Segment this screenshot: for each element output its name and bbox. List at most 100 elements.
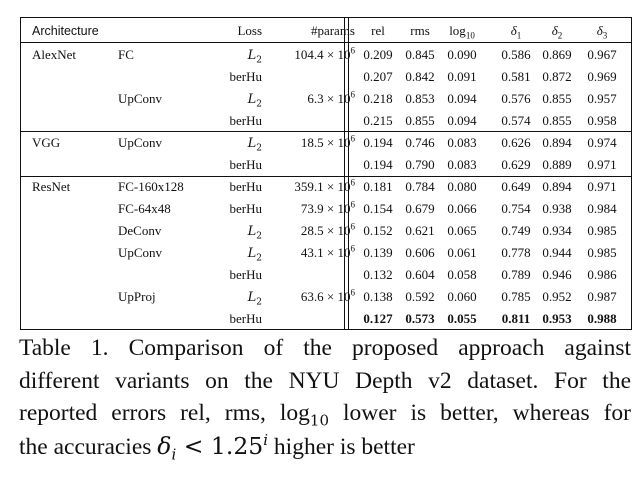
cell-rel: 0.152 — [363, 223, 393, 238]
table-header-row: Architecture Loss #params rel rms log10 … — [21, 20, 631, 42]
cell-loss: berHu — [229, 311, 263, 326]
cell-delta2: 0.952 — [542, 289, 572, 304]
cell-loss: L2 — [247, 224, 262, 242]
cell-log10: 0.094 — [447, 91, 477, 106]
table-row: UpConv L2 6.3 × 106 0.218 0.853 0.094 0.576 0.8… — [21, 88, 631, 110]
cell-log10: 0.060 — [447, 289, 477, 304]
cell-delta2: 0.934 — [542, 223, 572, 238]
cell-loss: L2 — [247, 92, 262, 110]
table-row: UpProj L2 63.6 × 106 0.138 0.592 0.060 0.785 0.… — [21, 286, 631, 308]
cell-log10: 0.083 — [447, 135, 477, 150]
cell-variant: UpConv — [118, 135, 163, 150]
header-rms: rms — [410, 23, 430, 38]
cell-delta3: 0.969 — [587, 69, 617, 84]
cell-params: 43.1 × 106 — [300, 243, 355, 260]
caption-line-1: Table 1. Comparison of the proposed appr… — [19, 335, 631, 361]
cell-delta1: 0.576 — [501, 91, 531, 106]
cell-rms: 0.842 — [405, 69, 435, 84]
column-divider-left — [344, 18, 345, 329]
cell-log10: 0.090 — [447, 47, 477, 62]
cell-delta3: 0.984 — [587, 201, 617, 216]
cell-rms: 0.853 — [405, 91, 435, 106]
cell-delta2: 0.855 — [542, 113, 572, 128]
cell-rms: 0.790 — [405, 157, 435, 172]
cell-delta1: 0.626 — [501, 135, 531, 150]
cell-log10: 0.058 — [447, 267, 477, 282]
cell-params — [249, 154, 355, 176]
cell-rel: 0.127 — [363, 311, 393, 326]
cell-loss: berHu — [229, 113, 263, 128]
cell-variant: UpConv — [118, 245, 163, 260]
cell-rms: 0.855 — [405, 113, 435, 128]
cell-rel: 0.154 — [363, 201, 393, 216]
cell-delta1: 0.754 — [501, 201, 531, 216]
caption-line-4: the accuracies δi < 1.25i higher is bett… — [19, 430, 415, 464]
cell-architecture: ResNet — [32, 179, 71, 194]
cell-delta3: 0.967 — [587, 47, 617, 62]
table-row: ResNet FC-160x128 berHu 359.1 × 106 0.181 0.7… — [21, 176, 631, 198]
cell-log10: 0.061 — [447, 245, 477, 260]
cell-delta2: 0.894 — [542, 179, 572, 194]
cell-delta2: 0.944 — [542, 245, 572, 260]
table-row: VGG UpConv L2 18.5 × 106 0.194 0.746 0.083 0.62… — [21, 132, 631, 154]
cell-rel: 0.181 — [363, 179, 393, 194]
cell-rms: 0.621 — [405, 223, 435, 238]
cell-rel: 0.194 — [363, 135, 393, 150]
cell-delta2: 0.953 — [542, 311, 572, 326]
cell-delta3: 0.957 — [587, 91, 617, 106]
table-row: berHu 0.215 0.855 0.094 0.574 0.855 0.958 — [21, 110, 631, 132]
cell-delta1: 0.574 — [501, 113, 531, 128]
cell-rms: 0.784 — [405, 179, 435, 194]
cell-delta3: 0.958 — [587, 113, 617, 128]
header-loss: Loss — [237, 23, 262, 38]
cell-params — [249, 264, 355, 286]
cell-rms: 0.845 — [405, 47, 435, 62]
cell-delta1: 0.811 — [501, 311, 531, 326]
cell-params — [249, 110, 355, 132]
group-rule-vgg — [21, 176, 631, 177]
cell-delta3: 0.987 — [587, 289, 617, 304]
header-delta1: δ1 — [510, 23, 522, 41]
cell-rms: 0.679 — [405, 201, 435, 216]
cell-loss: berHu — [229, 201, 263, 216]
cell-loss: L2 — [247, 136, 262, 154]
column-divider-right — [348, 18, 349, 329]
cell-delta1: 0.749 — [501, 223, 531, 238]
header-rule — [21, 42, 631, 43]
cell-variant: UpConv — [118, 91, 163, 106]
table-caption: Table 1. Comparison of the proposed appr… — [19, 332, 631, 463]
cell-rel: 0.139 — [363, 245, 393, 260]
cell-params: 6.3 × 106 — [307, 89, 355, 106]
cell-loss: L2 — [247, 48, 262, 66]
cell-log10: 0.094 — [447, 113, 477, 128]
cell-log10: 0.066 — [447, 201, 477, 216]
cell-delta3: 0.988 — [587, 311, 617, 326]
cell-variant: FC — [118, 47, 134, 62]
cell-params: 104.4 × 106 — [294, 45, 355, 62]
cell-params: 18.5 × 106 — [300, 133, 355, 150]
cell-delta2: 0.894 — [542, 135, 572, 150]
cell-loss: berHu — [229, 69, 263, 84]
cell-delta3: 0.985 — [587, 223, 617, 238]
cell-delta2: 0.855 — [542, 91, 572, 106]
cell-delta3: 0.986 — [587, 267, 617, 282]
cell-params — [249, 66, 355, 88]
cell-log10: 0.083 — [447, 157, 477, 172]
header-delta2: δ2 — [551, 23, 563, 41]
cell-rel: 0.215 — [363, 113, 393, 128]
header-architecture: Architecture — [32, 24, 99, 38]
cell-delta1: 0.785 — [501, 289, 531, 304]
cell-delta1: 0.778 — [501, 245, 531, 260]
cell-variant: UpProj — [118, 289, 156, 304]
table-row: FC-64x48 berHu 73.9 × 106 0.154 0.679 0.066 0.… — [21, 198, 631, 220]
cell-log10: 0.091 — [447, 69, 477, 84]
cell-log10: 0.055 — [447, 311, 477, 326]
cell-delta3: 0.971 — [587, 179, 617, 194]
cell-params: 28.5 × 106 — [300, 221, 355, 238]
table-row: DeConv L2 28.5 × 106 0.152 0.621 0.065 0.749 0.… — [21, 220, 631, 242]
cell-rms: 0.606 — [405, 245, 435, 260]
table-row: UpConv L2 43.1 × 106 0.139 0.606 0.061 0.778 0.… — [21, 242, 631, 264]
cell-delta3: 0.971 — [587, 157, 617, 172]
cell-rel: 0.194 — [363, 157, 393, 172]
cell-params: 73.9 × 106 — [300, 199, 355, 216]
